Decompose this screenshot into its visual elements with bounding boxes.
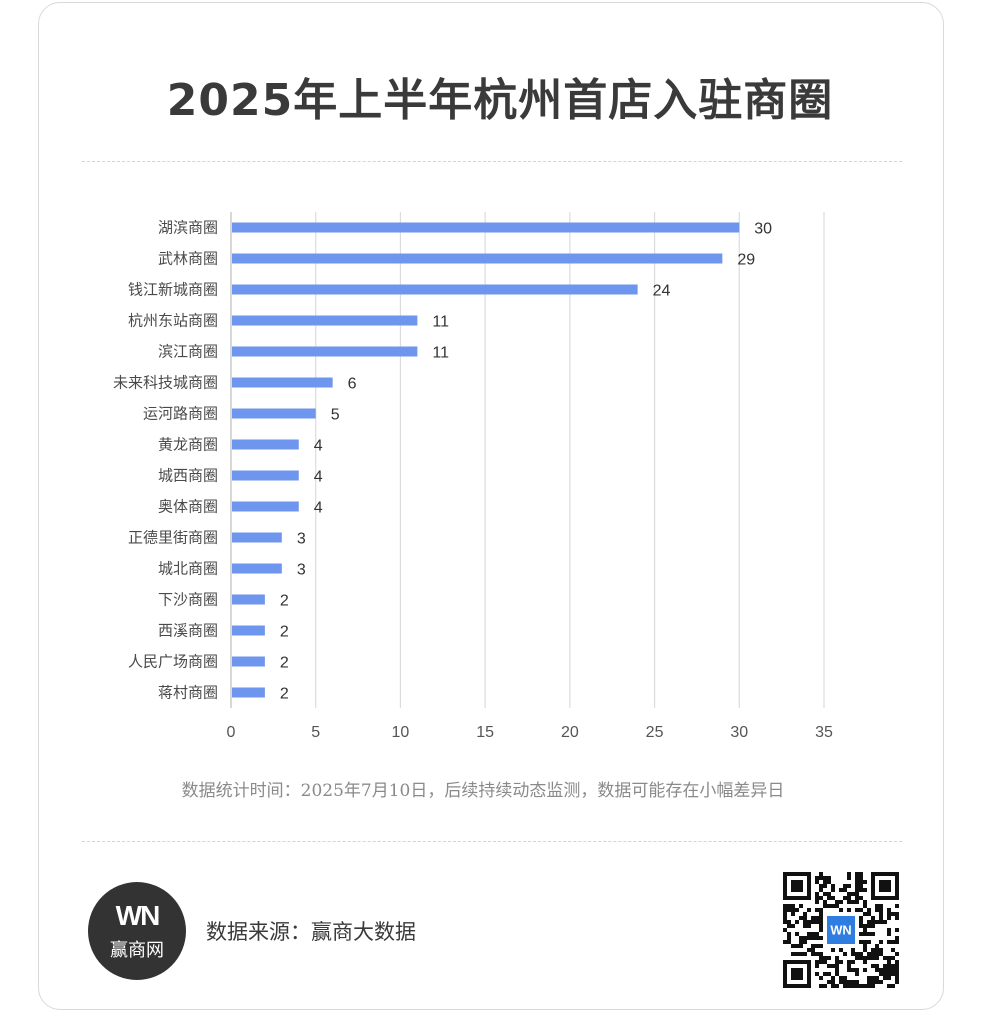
bars <box>232 222 740 698</box>
category-label: 城西商圈 <box>158 467 218 485</box>
chart-title: 2025年上半年杭州首店入驻商圈 <box>166 75 834 126</box>
bar <box>232 563 282 574</box>
category-label: 奥体商圈 <box>158 498 218 516</box>
x-tick-label: 15 <box>476 724 494 741</box>
bar <box>232 594 265 605</box>
value-label: 24 <box>653 283 671 300</box>
category-label: 未来科技城商圈 <box>113 374 218 392</box>
value-label: 2 <box>280 655 289 672</box>
category-label: 西溪商圈 <box>158 622 218 640</box>
category-label: 城北商圈 <box>158 560 218 578</box>
x-tick-label: 0 <box>227 724 236 741</box>
bar <box>232 222 740 233</box>
x-tick-label: 25 <box>646 724 664 741</box>
x-tick-label: 35 <box>815 724 833 741</box>
x-tick-label: 5 <box>311 724 320 741</box>
data-note: 数据统计时间：2025年7月10日，后续持续动态监测，数据可能存在小幅差异日 <box>181 781 785 801</box>
chart-card <box>38 2 944 1010</box>
yingshang-logo: WN 赢商网 <box>88 882 186 980</box>
logo-mark: WN <box>115 900 161 931</box>
value-label: 4 <box>314 469 323 486</box>
value-label: 11 <box>432 345 449 362</box>
category-label: 下沙商圈 <box>158 591 218 609</box>
category-label: 正德里街商圈 <box>128 529 218 547</box>
value-label: 4 <box>314 438 323 455</box>
bar <box>232 501 299 512</box>
category-label: 杭州东站商圈 <box>128 312 218 330</box>
bar <box>232 687 265 698</box>
top-divider <box>82 161 902 162</box>
x-tick-label: 20 <box>561 724 579 741</box>
category-label: 蒋村商圈 <box>158 684 218 702</box>
x-tick-label: 30 <box>730 724 748 741</box>
category-label: 滨江商圈 <box>158 343 218 361</box>
qr-center-mark: WN <box>830 922 851 937</box>
bar <box>232 439 299 450</box>
value-label: 2 <box>280 593 289 610</box>
data-source: 数据来源：赢商大数据 <box>206 920 416 944</box>
bar <box>232 408 316 419</box>
value-label: 2 <box>280 624 289 641</box>
category-label: 人民广场商圈 <box>128 653 218 671</box>
bar <box>232 253 723 264</box>
value-label: 2 <box>280 686 289 703</box>
bar <box>232 470 299 481</box>
logo-text: 赢商网 <box>110 940 164 961</box>
qr-code-icon: WN <box>783 872 899 988</box>
bar <box>232 284 638 295</box>
value-label: 3 <box>297 562 306 579</box>
bar <box>232 656 265 667</box>
value-label: 30 <box>754 221 772 238</box>
bar <box>232 625 265 636</box>
bar <box>232 532 282 543</box>
bar <box>232 315 418 326</box>
bar <box>232 377 333 388</box>
category-label: 黄龙商圈 <box>158 436 218 454</box>
category-label: 武林商圈 <box>158 250 218 268</box>
qr-center-logo <box>827 916 855 944</box>
bottom-divider <box>82 841 902 842</box>
category-label: 湖滨商圈 <box>158 219 218 237</box>
bar <box>232 346 418 357</box>
value-label: 11 <box>432 314 449 331</box>
value-label: 5 <box>331 407 340 424</box>
x-tick-label: 10 <box>392 724 410 741</box>
grid-lines <box>230 212 825 708</box>
category-label: 钱江新城商圈 <box>128 281 218 299</box>
value-label: 4 <box>314 500 323 517</box>
value-label: 29 <box>737 252 755 269</box>
category-label: 运河路商圈 <box>143 405 218 423</box>
value-label: 3 <box>297 531 306 548</box>
value-label: 6 <box>348 376 357 393</box>
